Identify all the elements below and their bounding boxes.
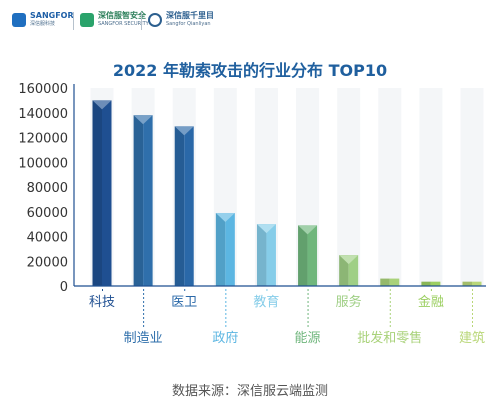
source-note: 数据来源：深信服云端监测 [171, 384, 328, 399]
sangfor-logo: SANGFOR 深信服科技 [12, 12, 74, 27]
bar-chart: 0 20000 40000 60000 80000 100000 120000 140000 1… [18, 82, 486, 346]
y-tick-label: 40000 [27, 231, 68, 246]
bar-highlight [389, 278, 400, 286]
bar [256, 224, 267, 286]
sangfor-logo-icon [12, 12, 26, 27]
x-category-label: 建筑 [459, 330, 485, 346]
qianliyan-logo-name: 深信服千里目 [166, 11, 214, 20]
bar-cap [174, 126, 194, 136]
bar-background [460, 88, 484, 286]
bar-highlight [184, 126, 194, 286]
bar-background [378, 88, 402, 286]
bar-highlight [430, 281, 441, 286]
bar [174, 126, 185, 286]
y-tick-label: 100000 [18, 156, 68, 171]
bar [215, 212, 226, 286]
eye-icon [148, 12, 162, 27]
bar [380, 278, 390, 286]
bar-cap [298, 225, 318, 235]
bar-highlight [102, 100, 112, 286]
bar-cap [215, 212, 235, 222]
x-category-label: 教育 [253, 294, 279, 310]
qianliyan-logo: 深信服千里目 Sangfor Qianliyan [148, 12, 214, 27]
bar [133, 115, 144, 286]
bar-highlight [348, 255, 359, 286]
logo-separator [141, 12, 142, 30]
y-tick-label: 0 [60, 280, 68, 295]
bar [421, 281, 431, 286]
y-tick-label: 120000 [18, 132, 68, 147]
x-category-label: 金融 [418, 294, 444, 310]
sangfor-logo-sub: 深信服科技 [30, 21, 56, 27]
bar-background [337, 88, 361, 286]
bar [298, 225, 308, 286]
x-category-label: 能源 [295, 331, 321, 346]
bar-cap [133, 115, 153, 125]
logo-separator [73, 12, 74, 30]
y-tick-label: 140000 [18, 107, 68, 122]
x-category-label: 医卫 [171, 295, 197, 310]
bar-cap [92, 100, 112, 110]
bar-highlight [472, 281, 482, 286]
logo-bar: SANGFOR 深信服科技 深信服智安全 SANGFOR SECURITY 深信… [0, 0, 500, 38]
x-category-label: 制造业 [124, 331, 163, 346]
bar [462, 281, 472, 286]
security-logo-name: 深信服智安全 [98, 11, 146, 20]
y-tick-label: 20000 [27, 255, 68, 270]
bar-highlight [143, 115, 153, 286]
bar [339, 255, 349, 286]
qianliyan-logo-sub: Sangfor Qianliyan [166, 21, 211, 27]
x-category-label: 科技 [89, 295, 115, 310]
x-category-label: 政府 [212, 331, 238, 346]
sangfor-logo-name: SANGFOR [30, 11, 74, 20]
bar-cap [339, 255, 359, 265]
bar-background [419, 88, 443, 286]
bar-highlight [307, 225, 318, 286]
bar-highlight [225, 212, 235, 286]
y-tick-label: 60000 [27, 206, 68, 221]
chart-title: 2022 年勒索攻击的行业分布 TOP10 [112, 61, 388, 80]
x-category-label: 批发和零售 [357, 330, 422, 346]
bar-cap [256, 224, 276, 234]
shield-icon [80, 12, 94, 27]
security-logo-sub: SANGFOR SECURITY [98, 21, 149, 27]
x-category-label: 服务 [336, 294, 362, 310]
bar [92, 100, 102, 286]
security-logo: 深信服智安全 SANGFOR SECURITY [80, 12, 149, 27]
bar-highlight [266, 224, 276, 286]
y-tick-label: 80000 [27, 181, 68, 196]
y-tick-label: 160000 [18, 82, 68, 97]
